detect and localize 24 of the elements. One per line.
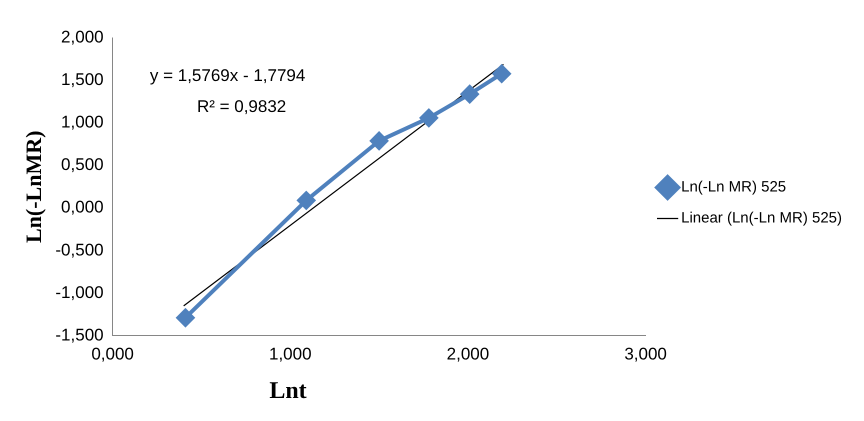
y-tick-label: -1,500	[55, 325, 104, 344]
y-tick-label: 1,000	[61, 112, 104, 132]
y-tick-label: -0,500	[55, 240, 104, 260]
x-tick-label: 2,000	[446, 344, 490, 364]
y-tick-label: 2,000	[61, 28, 104, 47]
point	[420, 108, 438, 127]
x-tick-label: 3,000	[624, 344, 667, 364]
point	[370, 132, 388, 150]
legend-label: Ln(-Ln MR) 525	[681, 178, 786, 196]
legend-label: Linear (Ln(-Ln MR) 525)	[681, 210, 842, 227]
y-tick-label: 0,500	[61, 155, 104, 174]
y-tick-label: -1,000	[55, 282, 104, 302]
y-tick-label: 0,000	[61, 198, 104, 217]
y-tick-label: 1,500	[61, 70, 104, 90]
x-tick-label: 1,000	[268, 344, 312, 364]
point	[460, 85, 479, 104]
annotation: R² = 0,9832	[196, 97, 286, 116]
point	[297, 191, 316, 210]
annotation: y = 1,5769x - 1,7794	[150, 66, 306, 85]
x-tick-label: 0,000	[91, 344, 134, 364]
x-axis-title: Lnt	[268, 378, 308, 405]
y-axis-title: Ln(-LnMR)	[20, 130, 46, 244]
point	[176, 308, 194, 327]
point	[492, 64, 511, 83]
